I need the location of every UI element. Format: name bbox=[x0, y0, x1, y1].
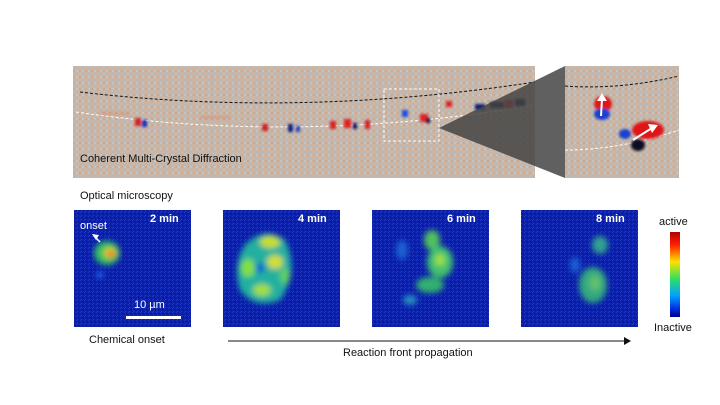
zoom-region-box bbox=[383, 88, 440, 142]
scale-bar bbox=[126, 316, 181, 319]
colorbar-bottom-label: Inactive bbox=[654, 322, 692, 334]
microscopy-panel-3 bbox=[372, 210, 489, 327]
zoom-inset bbox=[564, 66, 680, 178]
microscopy-panel-2 bbox=[223, 210, 340, 327]
colorbar-top-label: active bbox=[659, 216, 688, 228]
diffraction-caption: Coherent Multi-Crystal Diffraction bbox=[80, 153, 242, 165]
panel-2-time: 4 min bbox=[298, 213, 327, 225]
reaction-front-caption: Reaction front propagation bbox=[343, 347, 473, 359]
colorbar bbox=[670, 232, 680, 317]
propagation-arrow-head bbox=[624, 337, 631, 345]
panel-1-time: 2 min bbox=[150, 213, 179, 225]
diffraction-strip bbox=[73, 66, 565, 178]
onset-label: onset bbox=[80, 220, 107, 232]
microscopy-panel-1 bbox=[74, 210, 191, 327]
scale-bar-label: 10 µm bbox=[134, 299, 165, 311]
zoom-projection-wedge bbox=[439, 66, 565, 178]
microscopy-panel-4 bbox=[521, 210, 638, 327]
panel-3-time: 6 min bbox=[447, 213, 476, 225]
microscopy-title: Optical microscopy bbox=[80, 190, 173, 202]
chemical-onset-caption: Chemical onset bbox=[89, 334, 165, 346]
panel-4-time: 8 min bbox=[596, 213, 625, 225]
upper-boundary-dashed-line bbox=[79, 81, 536, 104]
